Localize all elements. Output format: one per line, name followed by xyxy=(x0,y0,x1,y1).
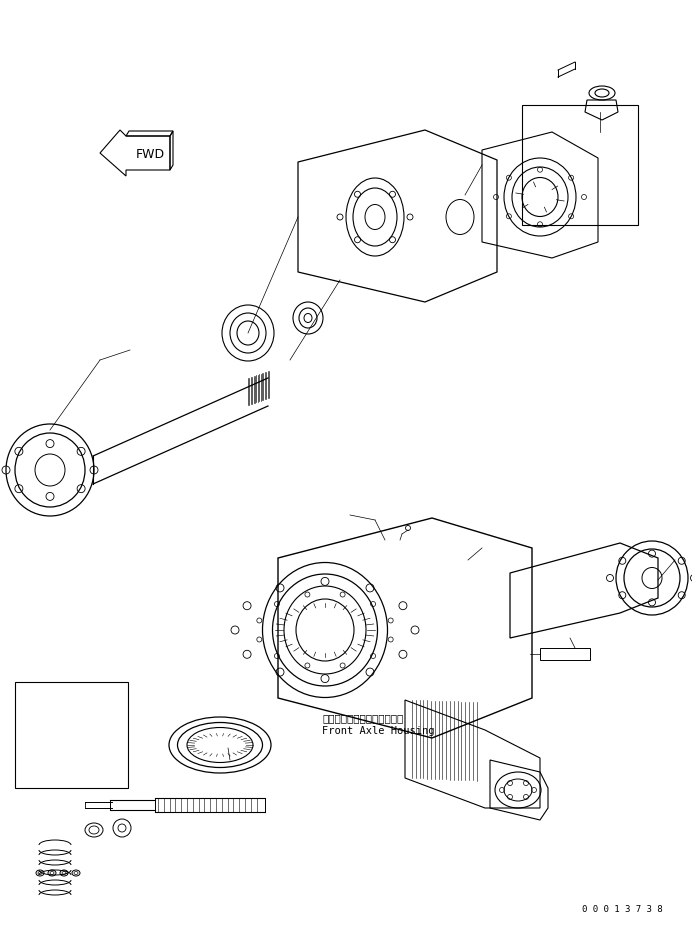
Text: 0 0 0 1 3 7 3 8: 0 0 0 1 3 7 3 8 xyxy=(582,906,663,915)
Text: FWD: FWD xyxy=(136,149,165,162)
Text: Front Axle Housing: Front Axle Housing xyxy=(322,726,435,736)
Text: フロントアクスルハウジング: フロントアクスルハウジング xyxy=(322,713,403,723)
